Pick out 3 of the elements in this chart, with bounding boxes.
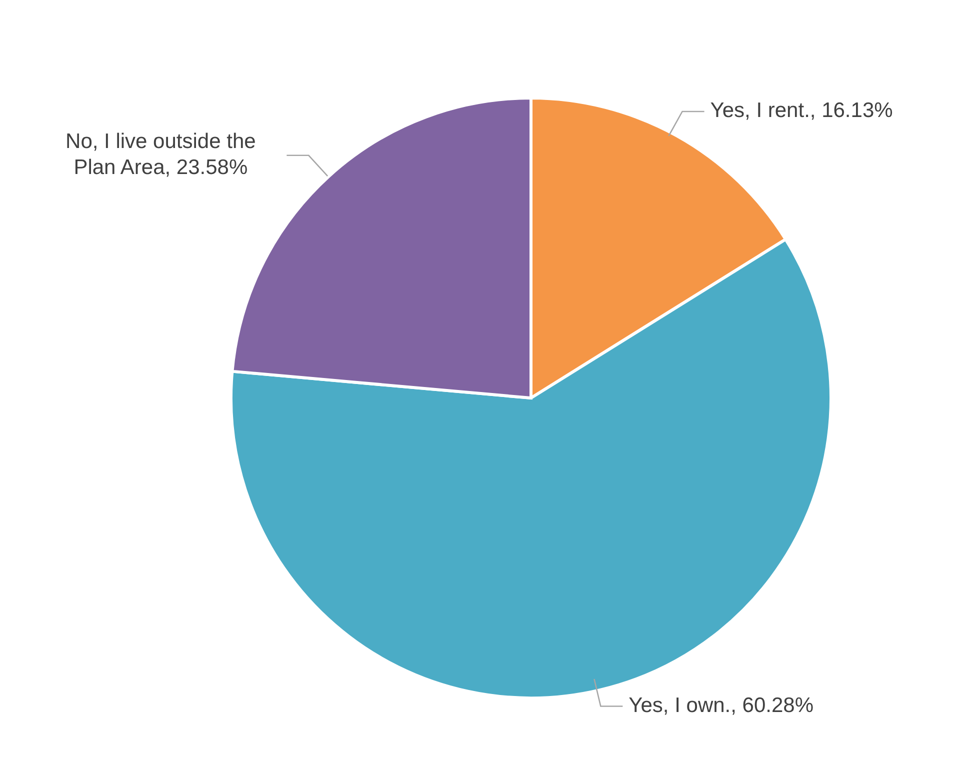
slice-label: Yes, I rent., 16.13% bbox=[710, 98, 894, 124]
slice-label: No, I live outside the Plan Area, 23.58% bbox=[64, 129, 257, 182]
slice-label: Yes, I own., 60.28% bbox=[628, 693, 815, 720]
